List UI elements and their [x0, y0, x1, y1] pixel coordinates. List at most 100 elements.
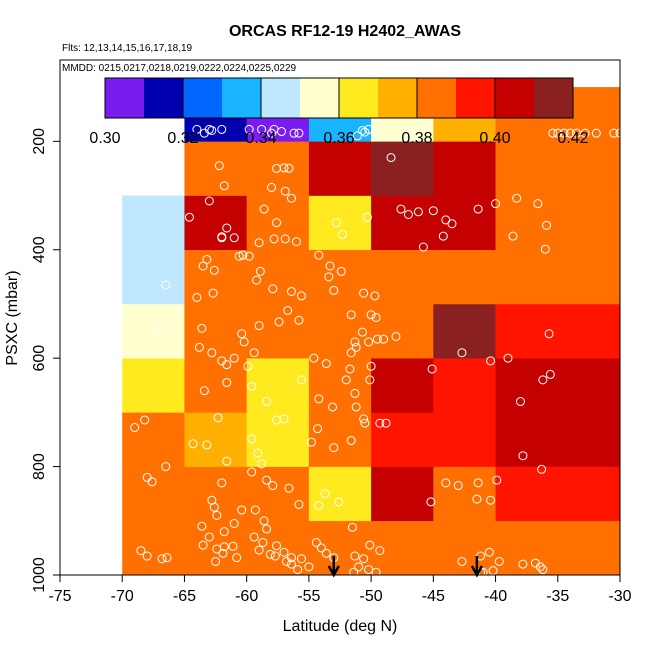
sample-point	[222, 223, 232, 233]
sample-point	[218, 548, 228, 558]
sample-point	[237, 505, 247, 515]
sample-point	[370, 291, 380, 301]
heatmap-cell	[246, 412, 310, 467]
sample-point	[366, 310, 376, 320]
x-tick-label: -75	[48, 588, 71, 605]
sample-point	[280, 186, 290, 196]
sample-point	[259, 516, 269, 526]
heatmap-cell	[557, 303, 621, 359]
colorbar-segment	[105, 78, 145, 118]
sample-point	[314, 250, 324, 260]
sample-point	[284, 163, 294, 173]
heatmap-cell	[122, 195, 185, 251]
sample-point	[257, 124, 267, 134]
sample-point	[349, 567, 359, 577]
heatmap-cell	[246, 249, 310, 305]
sample-point	[265, 549, 275, 559]
heatmap-cell	[371, 303, 434, 359]
heatmap-cell	[246, 466, 310, 522]
sample-point	[413, 127, 423, 137]
sample-point	[580, 128, 590, 138]
sample-point	[184, 212, 194, 222]
sample-point	[254, 238, 264, 248]
sample-point	[296, 291, 306, 301]
sample-point	[217, 478, 227, 488]
colorbar-segment	[300, 78, 340, 118]
sample-point	[262, 397, 272, 407]
sample-point	[544, 329, 554, 339]
heatmap-cell	[122, 358, 185, 413]
heatmap-cell	[184, 358, 247, 413]
sample-point	[286, 286, 296, 296]
sample-point	[535, 562, 545, 572]
sample-point	[152, 325, 162, 335]
sample-point	[309, 353, 319, 363]
sample-point	[283, 305, 293, 315]
sample-point	[351, 402, 361, 412]
sample-point	[228, 541, 238, 551]
sample-point	[238, 250, 248, 260]
sample-point	[441, 478, 451, 488]
heatmap-cell	[122, 520, 185, 576]
sample-point	[346, 348, 356, 358]
heatmap-cell	[371, 466, 434, 522]
heatmap-cell	[495, 466, 559, 522]
sample-point	[418, 242, 428, 252]
sample-point	[286, 193, 296, 203]
sample-point	[199, 386, 209, 396]
sample-point	[386, 153, 396, 163]
sample-point	[559, 128, 569, 138]
sample-point	[331, 218, 341, 228]
sample-point	[188, 439, 198, 449]
sample-point	[314, 501, 324, 511]
sample-point	[354, 562, 364, 572]
sample-point	[258, 537, 268, 547]
sample-point	[492, 475, 502, 485]
sample-point	[313, 424, 323, 434]
sample-point	[202, 440, 212, 450]
sample-point	[259, 204, 269, 214]
x-tick-label: -45	[422, 588, 445, 605]
sample-point	[515, 397, 525, 407]
sample-point	[281, 556, 291, 566]
heatmap-cell	[371, 141, 434, 196]
heatmap-cell	[122, 249, 185, 305]
sample-point	[352, 131, 362, 141]
sample-point	[337, 230, 347, 240]
heatmap-cell	[433, 520, 496, 576]
sample-point	[286, 559, 296, 569]
dates-subtitle: MMDD: 0215,0217,0218,0219,0222,0224,0225…	[62, 63, 297, 74]
sample-point	[472, 494, 482, 504]
sample-point	[209, 265, 219, 275]
sample-point	[518, 451, 528, 461]
sample-point	[357, 125, 367, 135]
sample-point	[142, 551, 152, 561]
sample-point	[360, 418, 370, 428]
sample-point	[274, 317, 284, 327]
sample-point	[194, 342, 204, 352]
sample-point	[208, 288, 218, 298]
x-tick-label: -30	[608, 588, 631, 605]
sample-point	[212, 510, 222, 520]
sample-point	[198, 261, 208, 271]
sample-point	[294, 315, 304, 325]
sample-point	[457, 556, 467, 566]
sample-point	[325, 261, 335, 271]
sample-point	[272, 415, 282, 425]
sample-point	[548, 128, 558, 138]
heatmap-cell	[433, 412, 496, 467]
sample-point	[403, 210, 413, 219]
heatmap-cell	[371, 358, 434, 413]
sample-point	[247, 434, 257, 444]
y-tick-label: 600	[31, 345, 48, 372]
sample-point	[542, 220, 552, 230]
sample-point	[473, 204, 483, 214]
sample-point	[293, 565, 303, 575]
colorbar-tick-label: 0.32	[167, 130, 198, 147]
sample-point	[609, 128, 619, 138]
sample-point	[371, 567, 381, 577]
sample-point	[192, 292, 202, 302]
sample-point	[249, 348, 259, 358]
sample-point	[494, 556, 504, 566]
